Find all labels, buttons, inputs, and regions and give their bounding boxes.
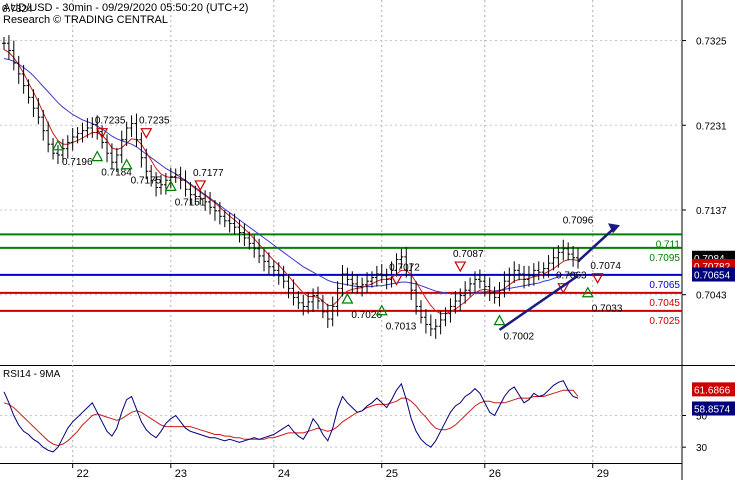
rsi-value-tag	[692, 401, 735, 416]
swing-low-marker	[341, 292, 354, 304]
rsi-tick-label: 30	[696, 443, 708, 454]
price-tick-label: 0.7325	[696, 37, 727, 48]
projection-label: 0.7096	[563, 215, 594, 226]
price-tick-label: 0.7137	[696, 206, 727, 217]
level-label: 0.7095	[649, 253, 680, 264]
level-label: 0.7045	[649, 298, 680, 309]
swing-low-label: 0.7151	[175, 197, 206, 208]
swing-high-label: 0.7072	[389, 263, 420, 274]
swing-high-label: 0.7235	[95, 116, 126, 127]
top-left-label: 0.7324	[2, 4, 33, 15]
current-price-tag	[692, 267, 735, 282]
swing-high-marker	[194, 180, 207, 192]
chart-header-credit: Research © TRADING CENTRAL	[3, 14, 168, 26]
support-trendline	[498, 274, 579, 331]
price-bars	[2, 35, 580, 339]
rsi-value-text: 58.8574	[694, 405, 731, 416]
swing-low-label: 0.7175	[131, 176, 162, 187]
swing-high-marker	[591, 273, 604, 285]
swing-low-marker	[91, 150, 104, 162]
x-tick-label: 25	[386, 468, 398, 480]
chart-header-title: AUD/USD - 30min - 09/29/2020 05:50:20 (U…	[3, 2, 249, 14]
swing-low-marker	[375, 304, 388, 316]
swing-low-marker	[51, 139, 64, 151]
rsi-title: RSI14 - 9MA	[3, 369, 61, 380]
level-label: 0.7065	[649, 280, 680, 291]
current-price-text: 0.70654	[694, 271, 731, 282]
swing-high-label: 0.7235	[139, 116, 170, 127]
rsi-line	[3, 380, 579, 453]
rsi-ma-line	[3, 389, 579, 447]
projection-arrow-head	[608, 223, 620, 234]
swing-low-label: 0.7196	[62, 157, 93, 168]
swing-high-marker	[96, 128, 109, 139]
swing-high-marker	[140, 128, 153, 139]
swing-low-label: 0.7013	[386, 322, 417, 333]
level-label: 0.7025	[649, 316, 680, 327]
projection-arrow	[577, 227, 615, 263]
swing-high-marker	[390, 274, 403, 286]
swing-low-label: 0.7184	[101, 168, 132, 179]
ma-slow-line	[3, 58, 579, 295]
rsi-value-text: 61.6866	[694, 385, 731, 396]
swing-low-marker	[164, 180, 177, 191]
swing-high-label: 0.7087	[453, 249, 484, 260]
swing-high-label: 0.7063	[556, 271, 587, 282]
x-tick-label: 29	[597, 468, 609, 480]
swing-high-marker	[454, 261, 467, 273]
x-tick-label: 22	[77, 468, 89, 480]
swing-low-marker	[493, 314, 506, 326]
x-tick-label: 23	[175, 468, 187, 480]
swing-low-marker	[581, 286, 594, 298]
swing-high-label: 0.7177	[193, 168, 224, 179]
swing-low-label: 0.7033	[592, 304, 623, 315]
x-tick-label: 26	[489, 468, 501, 480]
x-tick-label: 24	[278, 468, 290, 480]
swing-low-label: 0.7002	[504, 332, 535, 343]
swing-low-marker	[120, 158, 133, 170]
swing-low-label: 0.7026	[351, 310, 382, 321]
rsi-value-tag	[692, 382, 735, 397]
price-tick-label: 0.7231	[696, 121, 727, 132]
level-label: 0.711	[656, 239, 681, 250]
rsi-tick-label: 50	[696, 412, 708, 423]
current-price-text: 0.70782	[694, 262, 731, 273]
price-tick-label: 0.7043	[696, 291, 727, 302]
swing-high-label: 0.7074	[590, 261, 621, 272]
